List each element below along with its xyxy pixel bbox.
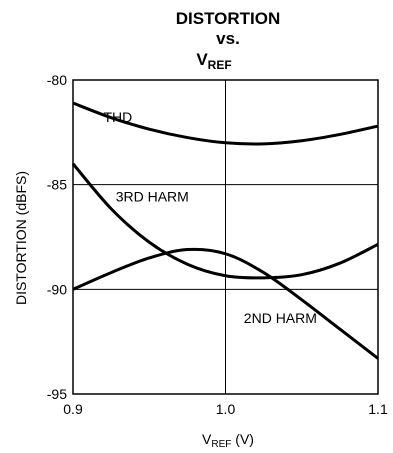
annotation-2nd-harm: 2ND HARM (244, 310, 317, 326)
y-axis-label: DISTORTION (dBFS) (13, 171, 29, 305)
annotation-thd: THD (104, 109, 133, 125)
chart-title-vref-main: V (196, 50, 208, 69)
series-line-thd (72, 101, 379, 146)
x-tick-label: 0.9 (63, 401, 83, 417)
x-axis-label-tail: (V) (231, 431, 254, 447)
y-tick-label: -80 (47, 72, 67, 88)
chart-title-line-3: VREF (196, 50, 231, 72)
x-axis-label-sub: REF (211, 439, 231, 450)
x-tick-labels: 0.9 1.0 1.1 (63, 401, 388, 417)
x-tick-label: 1.0 (216, 401, 236, 417)
series-line-3rd-harm (71, 162, 379, 280)
chart-title-line-1: DISTORTION (176, 9, 281, 28)
y-tick-labels: -80 -85 -90 -95 (47, 72, 67, 402)
chart-title-vref-sub: REF (208, 58, 232, 72)
series-line-2nd-harm (72, 247, 379, 360)
plot-frame (72, 79, 379, 395)
series-group (71, 101, 379, 360)
x-axis-label-main: V (202, 431, 212, 447)
y-tick-label: -90 (47, 281, 67, 297)
series-annotations: THD 3RD HARM 2ND HARM (104, 109, 317, 326)
y-tick-label: -85 (47, 177, 67, 193)
x-axis-label: VREF (V) (202, 431, 254, 450)
chart-title-line-2: vs. (216, 29, 240, 48)
grid-lines (73, 80, 378, 394)
x-tick-label: 1.1 (368, 401, 388, 417)
y-tick-label: -95 (47, 386, 67, 402)
annotation-3rd-harm: 3RD HARM (116, 188, 189, 204)
